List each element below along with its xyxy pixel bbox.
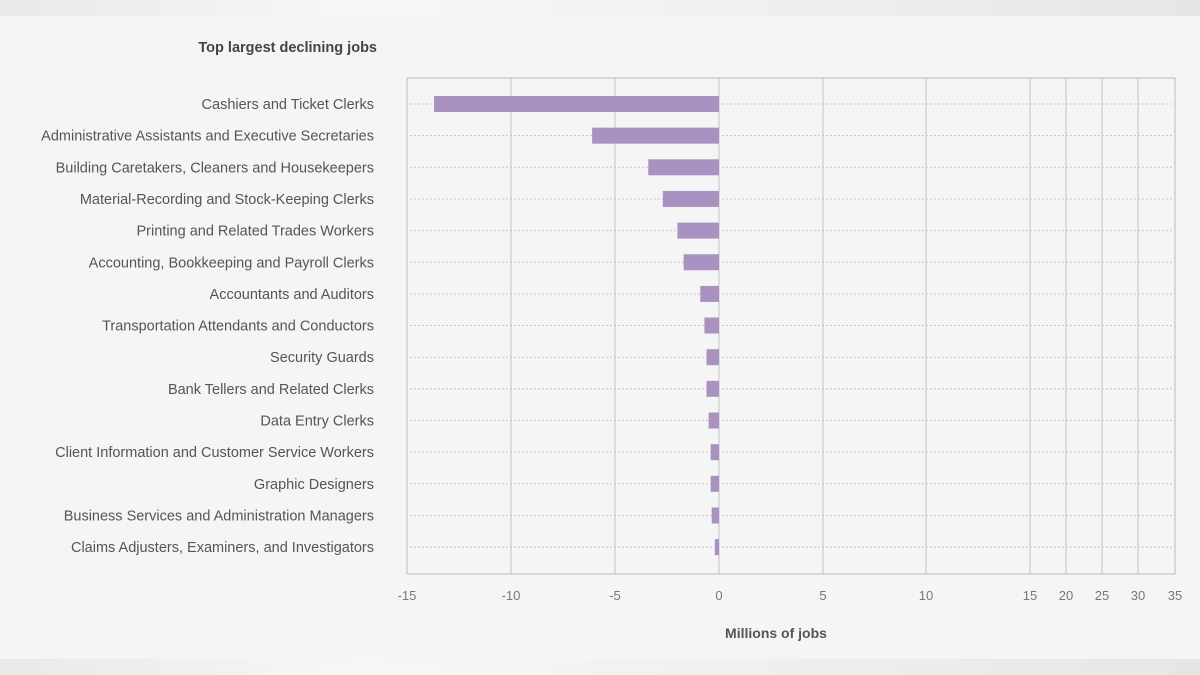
category-label: Client Information and Customer Service … — [55, 445, 374, 461]
x-tick-label: 10 — [919, 588, 933, 603]
bar — [700, 285, 719, 302]
chart-title: Top largest declining jobs — [198, 40, 377, 56]
x-tick-label: 30 — [1131, 588, 1145, 603]
x-tick-label: 15 — [1023, 588, 1037, 603]
x-tick-label: 0 — [715, 588, 722, 603]
category-label: Accountants and Auditors — [210, 287, 374, 303]
x-tick-label: 5 — [819, 588, 826, 603]
bar — [714, 539, 719, 556]
category-label: Administrative Assistants and Executive … — [41, 129, 374, 145]
bar — [710, 475, 719, 492]
bar — [677, 222, 719, 239]
category-label: Printing and Related Trades Workers — [137, 224, 375, 240]
category-label: Data Entry Clerks — [260, 414, 374, 430]
bar — [648, 159, 719, 176]
chart-frame — [0, 16, 1200, 660]
bar — [662, 190, 719, 207]
category-labels: Cashiers and Ticket Clerks Administrative… — [41, 97, 374, 556]
x-tick-label: 20 — [1059, 588, 1073, 603]
category-label: Security Guards — [270, 350, 374, 366]
top-border — [0, 0, 1200, 16]
bar — [706, 380, 719, 397]
bar — [704, 317, 719, 334]
category-label: Claims Adjusters, Examiners, and Investi… — [71, 540, 374, 556]
plot-border — [406, 77, 1176, 575]
bar — [592, 127, 719, 144]
category-label: Accounting, Bookkeeping and Payroll Cler… — [89, 255, 374, 271]
category-label: Cashiers and Ticket Clerks — [202, 97, 374, 113]
x-tick-label: -5 — [609, 588, 621, 603]
x-tick-label: 25 — [1095, 588, 1109, 603]
bar — [683, 254, 719, 271]
x-tick-label: 35 — [1168, 588, 1182, 603]
bar — [710, 444, 719, 461]
category-label: Business Services and Administration Man… — [64, 508, 374, 524]
category-label: Transportation Attendants and Conductors — [102, 319, 374, 335]
x-axis-label: Millions of jobs — [725, 625, 827, 641]
category-label: Material-Recording and Stock-Keeping Cle… — [80, 192, 374, 208]
bar — [711, 507, 719, 524]
bar — [434, 96, 719, 112]
category-label: Bank Tellers and Related Clerks — [168, 382, 374, 398]
bar — [708, 412, 719, 429]
bar — [706, 349, 719, 366]
bars — [434, 96, 719, 556]
x-tick-label: -15 — [398, 588, 417, 603]
tick-labels: -15 -10 -5 0 5 10 15 20 25 30 35 — [398, 588, 1183, 603]
category-label: Building Caretakers, Cleaners and Housek… — [56, 160, 374, 176]
category-label: Graphic Designers — [254, 477, 374, 493]
bottom-border — [0, 659, 1200, 675]
grid-lines — [406, 77, 1176, 575]
x-tick-label: -10 — [502, 588, 521, 603]
